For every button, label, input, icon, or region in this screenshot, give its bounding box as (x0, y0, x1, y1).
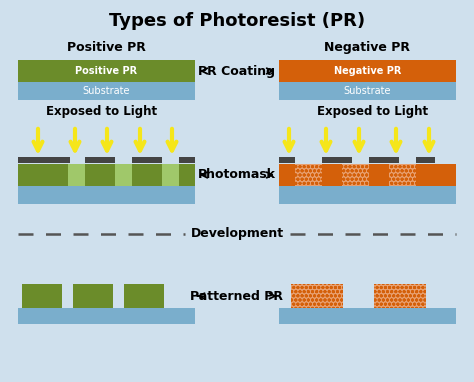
Bar (22, 284, 62, 308)
Bar (279, 308, 456, 324)
Text: Negative PR: Negative PR (334, 66, 401, 76)
Text: Development: Development (191, 228, 283, 241)
Text: Negative PR: Negative PR (325, 41, 410, 54)
Bar (132, 157, 162, 163)
Bar (342, 164, 369, 186)
Bar (18, 164, 195, 186)
Bar (73, 284, 113, 308)
Bar (18, 308, 195, 324)
Bar (68, 164, 85, 186)
Text: Substrate: Substrate (83, 86, 130, 96)
Bar (18, 157, 70, 163)
Bar (416, 157, 435, 163)
Bar (322, 157, 352, 163)
Bar (291, 284, 343, 308)
Bar (279, 82, 456, 100)
Bar (279, 186, 456, 204)
Text: Exposed to Light: Exposed to Light (46, 105, 157, 118)
Bar (389, 164, 416, 186)
Bar (295, 164, 322, 186)
Bar (374, 284, 426, 308)
Text: Types of Photoresist (PR): Types of Photoresist (PR) (109, 12, 365, 30)
Text: Substrate: Substrate (344, 86, 391, 96)
Bar (389, 164, 416, 186)
Bar (124, 284, 164, 308)
Text: Photomask: Photomask (198, 168, 276, 181)
Bar (162, 164, 179, 186)
Bar (342, 164, 369, 186)
Bar (279, 60, 456, 82)
Bar (85, 157, 115, 163)
Bar (18, 186, 195, 204)
Bar (291, 284, 343, 308)
Bar (115, 164, 132, 186)
Bar (374, 284, 426, 308)
Text: Positive PR: Positive PR (75, 66, 137, 76)
Bar (179, 157, 195, 163)
Bar (369, 157, 399, 163)
Text: Exposed to Light: Exposed to Light (317, 105, 428, 118)
Text: PR Coating: PR Coating (199, 65, 275, 78)
Bar (279, 164, 456, 186)
Bar (295, 164, 322, 186)
Bar (18, 82, 195, 100)
Bar (279, 157, 295, 163)
Text: Patterned PR: Patterned PR (191, 290, 283, 303)
Text: Positive PR: Positive PR (67, 41, 146, 54)
Bar (18, 60, 195, 82)
